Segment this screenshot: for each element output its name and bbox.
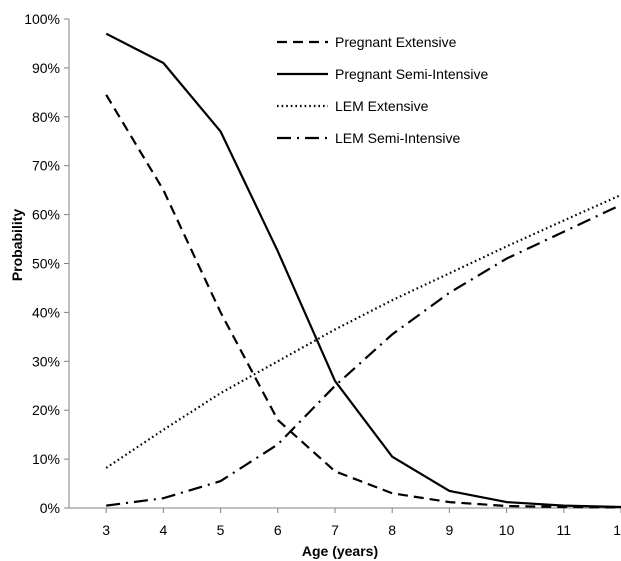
series-line-4 <box>106 203 621 507</box>
y-tick-label: 50% <box>32 256 60 272</box>
y-axis-ticks: 0% 10% 20% 30% 40% 50% 60% 70% 80% 90% 100% <box>24 11 69 516</box>
x-axis-ticks: 3 4 5 6 7 8 9 10 11 12 <box>102 508 621 538</box>
legend-label: LEM Semi-Intensive <box>335 130 460 146</box>
y-tick-label: 100% <box>24 11 60 27</box>
y-axis-title: Probability <box>9 209 25 282</box>
x-tick-label: 7 <box>331 522 339 538</box>
y-tick-label: 40% <box>32 304 60 320</box>
axes <box>68 19 621 509</box>
x-tick-label: 3 <box>102 522 110 538</box>
x-tick-label: 11 <box>557 522 572 538</box>
series-line-2 <box>105 32 621 509</box>
x-tick-label: 9 <box>445 522 453 538</box>
series-lines <box>105 32 621 509</box>
y-tick-label: 20% <box>32 402 60 418</box>
legend: Pregnant Extensive Pregnant Semi-Intensiv… <box>277 34 489 146</box>
x-axis-title: Age (years) <box>302 543 378 559</box>
x-tick-label: 6 <box>274 522 282 538</box>
y-tick-label: 10% <box>32 451 60 467</box>
y-tick-label: 90% <box>32 60 60 76</box>
series-line-3 <box>105 193 621 469</box>
x-tick-label: 10 <box>499 522 515 538</box>
legend-label: Pregnant Extensive <box>335 34 457 50</box>
legend-label: Pregnant Semi-Intensive <box>335 66 489 82</box>
x-tick-label: 4 <box>159 522 167 538</box>
series-line-1 <box>105 94 621 509</box>
y-tick-label: 80% <box>32 109 60 125</box>
y-tick-label: 70% <box>32 158 60 174</box>
x-tick-label: 5 <box>217 522 225 538</box>
x-tick-label: 12 <box>613 522 621 538</box>
y-tick-label: 60% <box>32 207 60 223</box>
legend-label: LEM Extensive <box>335 98 429 114</box>
y-tick-label: 0% <box>40 500 60 516</box>
x-tick-label: 8 <box>388 522 396 538</box>
y-tick-label: 30% <box>32 353 60 369</box>
